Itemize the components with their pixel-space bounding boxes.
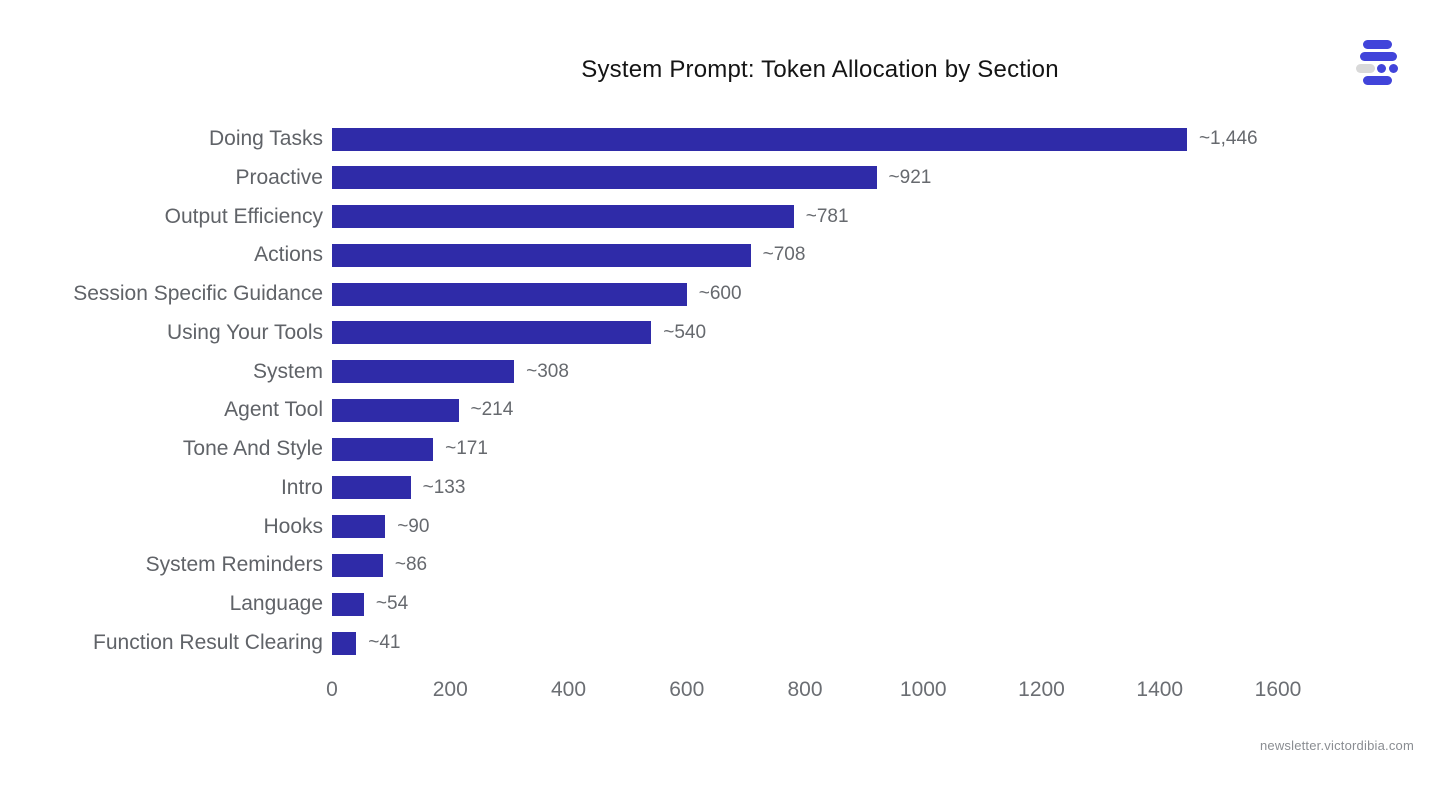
x-axis-tick: 800 xyxy=(787,678,823,701)
category-label: Proactive xyxy=(235,165,323,189)
value-label: ~540 xyxy=(663,321,707,343)
bar-hooks xyxy=(332,515,386,539)
bar-function-result-clearing xyxy=(332,631,357,655)
value-label: ~171 xyxy=(445,438,488,460)
x-axis-tick: 400 xyxy=(550,678,587,701)
category-label: System Reminders xyxy=(145,553,323,577)
category-label: System xyxy=(252,359,323,383)
value-label: ~54 xyxy=(375,593,409,615)
value-label: ~600 xyxy=(698,283,742,305)
category-label: Tone And Style xyxy=(182,437,323,461)
value-label: ~921 xyxy=(888,166,932,188)
category-label: Function Result Clearing xyxy=(93,631,323,654)
value-label: ~86 xyxy=(394,554,428,576)
x-axis-tick: 1000 xyxy=(899,678,947,701)
category-label: Output Efficiency xyxy=(164,204,323,228)
x-axis-tick: 200 xyxy=(432,678,468,701)
value-label: ~133 xyxy=(422,476,466,498)
chart-title: System Prompt: Token Allocation by Secti… xyxy=(581,56,1059,83)
logo-dot-left-icon xyxy=(1377,64,1386,73)
bar-agent-tool xyxy=(332,398,459,422)
logo-bar-gray-icon xyxy=(1356,64,1375,73)
category-label: Actions xyxy=(254,243,323,267)
x-axis-tick: 0 xyxy=(326,678,338,701)
bar-session-specific-guidance xyxy=(332,282,687,306)
category-label: Language xyxy=(229,592,323,616)
value-label: ~781 xyxy=(805,205,849,227)
bar-system xyxy=(332,360,515,384)
category-label: Intro xyxy=(280,475,323,499)
bar-proactive xyxy=(332,166,877,190)
x-axis-tick: 1200 xyxy=(1018,678,1065,701)
value-label: ~708 xyxy=(762,244,806,266)
category-label: Agent Tool xyxy=(224,398,323,422)
x-axis-tick: 600 xyxy=(669,678,705,701)
x-axis-tick: 1600 xyxy=(1254,678,1302,701)
bar-using-your-tools xyxy=(332,321,652,345)
bar-tone-and-style xyxy=(332,437,434,461)
x-axis-tick: 1400 xyxy=(1136,678,1184,701)
category-label: Hooks xyxy=(263,514,323,538)
value-label: ~308 xyxy=(526,360,569,382)
value-label: ~1,446 xyxy=(1198,128,1258,149)
bar-language xyxy=(332,592,364,616)
logo-dot-right-icon xyxy=(1389,64,1398,73)
footer-attribution: newsletter.victordibia.com xyxy=(1259,738,1414,753)
logo-bar-top-icon xyxy=(1363,40,1392,49)
bar-actions xyxy=(332,243,751,267)
bar-doing-tasks xyxy=(332,127,1187,151)
category-label: Doing Tasks xyxy=(208,127,323,150)
category-label: Session Specific Guidance xyxy=(73,282,323,306)
value-label: ~90 xyxy=(397,515,430,537)
bar-output-efficiency xyxy=(332,205,794,229)
logo-bar-second-icon xyxy=(1360,52,1397,61)
logo-bar-bottom-icon xyxy=(1363,76,1392,85)
bar-intro xyxy=(332,476,411,500)
bar-system-reminders xyxy=(332,553,383,577)
value-label: ~214 xyxy=(470,399,514,421)
category-label: Using Your Tools xyxy=(166,320,323,344)
value-label: ~41 xyxy=(368,632,401,653)
newsletter-logo-icon xyxy=(1356,40,1400,86)
